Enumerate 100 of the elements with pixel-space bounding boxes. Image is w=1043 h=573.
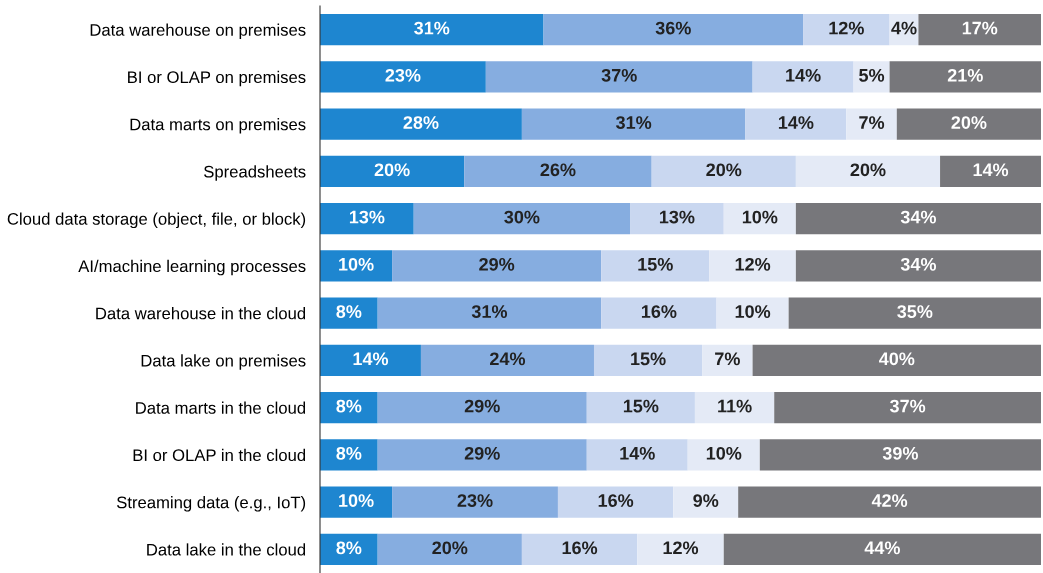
bar bbox=[601, 297, 717, 329]
bar bbox=[803, 14, 890, 46]
y-tick-label: AI/machine learning processes bbox=[78, 259, 306, 276]
bar bbox=[392, 250, 602, 282]
bar bbox=[709, 250, 796, 282]
bar bbox=[485, 61, 753, 93]
data-label: 7% bbox=[859, 116, 885, 129]
data-label: 34% bbox=[900, 257, 937, 271]
data-label: 37% bbox=[889, 399, 926, 413]
bar bbox=[320, 61, 486, 93]
bar bbox=[586, 392, 695, 424]
data-label: 31% bbox=[414, 21, 450, 35]
data-label: 10% bbox=[706, 446, 742, 460]
data-label: 39% bbox=[882, 446, 918, 460]
data-label: 14% bbox=[973, 163, 1009, 177]
bar bbox=[464, 155, 652, 187]
data-label: 34% bbox=[900, 210, 937, 224]
data-label: 28% bbox=[403, 116, 439, 129]
y-tick-label: Data marts in the cloud bbox=[136, 401, 306, 414]
bar bbox=[687, 439, 760, 471]
bar bbox=[630, 203, 724, 235]
data-label: 8% bbox=[336, 399, 362, 413]
data-label: 42% bbox=[871, 494, 908, 507]
data-label: 23% bbox=[457, 494, 493, 507]
y-tick-label: BI or OLAP in the cloud bbox=[133, 448, 306, 462]
data-label: 17% bbox=[962, 21, 998, 35]
y-tick-label: Data warehouse in the cloud bbox=[96, 307, 306, 320]
bar bbox=[413, 203, 631, 235]
data-label: 23% bbox=[385, 68, 421, 82]
data-label: 21% bbox=[947, 68, 983, 82]
bar bbox=[774, 392, 1041, 424]
data-label: 29% bbox=[464, 446, 500, 460]
y-tick-label: Data marts on premises bbox=[130, 118, 306, 134]
bar bbox=[723, 203, 796, 235]
bar bbox=[846, 108, 897, 140]
bar bbox=[320, 108, 522, 140]
data-label: 12% bbox=[829, 21, 864, 35]
bar bbox=[601, 250, 710, 282]
bar bbox=[651, 155, 796, 187]
bar bbox=[420, 344, 594, 376]
data-label: 15% bbox=[638, 257, 673, 271]
bar bbox=[320, 297, 378, 329]
bar bbox=[521, 533, 638, 565]
bar bbox=[637, 533, 724, 565]
bar bbox=[673, 486, 739, 518]
bar bbox=[752, 344, 1041, 376]
bar bbox=[940, 155, 1041, 187]
bar bbox=[716, 297, 789, 329]
data-label: 13% bbox=[659, 210, 695, 224]
data-label: 12% bbox=[735, 257, 771, 271]
bar bbox=[320, 344, 421, 376]
bar bbox=[795, 250, 1041, 282]
y-tick-label: Cloud data storage (object, file, or block) bbox=[7, 212, 306, 229]
data-label: 40% bbox=[879, 352, 915, 366]
data-label: 31% bbox=[471, 305, 508, 318]
data-label: 10% bbox=[339, 494, 374, 507]
data-label: 24% bbox=[490, 352, 526, 366]
data-label: 16% bbox=[598, 494, 634, 507]
bar bbox=[918, 14, 1041, 46]
data-label: 29% bbox=[479, 257, 515, 271]
data-label: 4% bbox=[891, 21, 917, 35]
bar bbox=[377, 439, 587, 471]
data-label: 10% bbox=[339, 257, 374, 271]
bar bbox=[320, 155, 465, 187]
data-label: 29% bbox=[464, 399, 500, 413]
data-label: 20% bbox=[374, 163, 410, 177]
bar bbox=[320, 203, 414, 235]
bar bbox=[557, 486, 674, 518]
bar bbox=[377, 392, 587, 424]
y-tick-label: Streaming data (e.g., IoT) bbox=[116, 496, 306, 512]
bar bbox=[593, 344, 703, 376]
data-label: 12% bbox=[663, 541, 699, 555]
data-label: 16% bbox=[641, 305, 677, 318]
y-tick-label: BI or OLAP on premises bbox=[128, 70, 306, 87]
data-label: 5% bbox=[859, 68, 885, 82]
bar bbox=[392, 486, 558, 518]
bar bbox=[543, 14, 804, 46]
bar bbox=[723, 533, 1041, 565]
data-label: 8% bbox=[336, 305, 362, 318]
data-label: 14% bbox=[353, 352, 389, 366]
bar bbox=[320, 439, 378, 471]
bar bbox=[795, 203, 1041, 235]
data-label: 8% bbox=[336, 541, 362, 555]
data-label: 9% bbox=[693, 494, 719, 507]
data-label: 14% bbox=[620, 446, 655, 460]
data-label: 10% bbox=[742, 210, 778, 224]
data-label: 36% bbox=[655, 21, 691, 35]
data-label: 13% bbox=[349, 210, 385, 224]
bar bbox=[586, 439, 688, 471]
data-label: 20% bbox=[850, 163, 886, 177]
bar bbox=[738, 486, 1041, 518]
data-label: 14% bbox=[786, 68, 821, 82]
bar bbox=[759, 439, 1041, 471]
data-label: 26% bbox=[540, 163, 576, 177]
data-label: 7% bbox=[715, 352, 740, 366]
y-tick-label: Data lake on premises bbox=[141, 354, 306, 370]
data-label: 15% bbox=[631, 352, 666, 366]
data-label: 35% bbox=[897, 305, 933, 318]
data-label: 14% bbox=[778, 116, 814, 129]
data-label: 11% bbox=[718, 399, 752, 413]
